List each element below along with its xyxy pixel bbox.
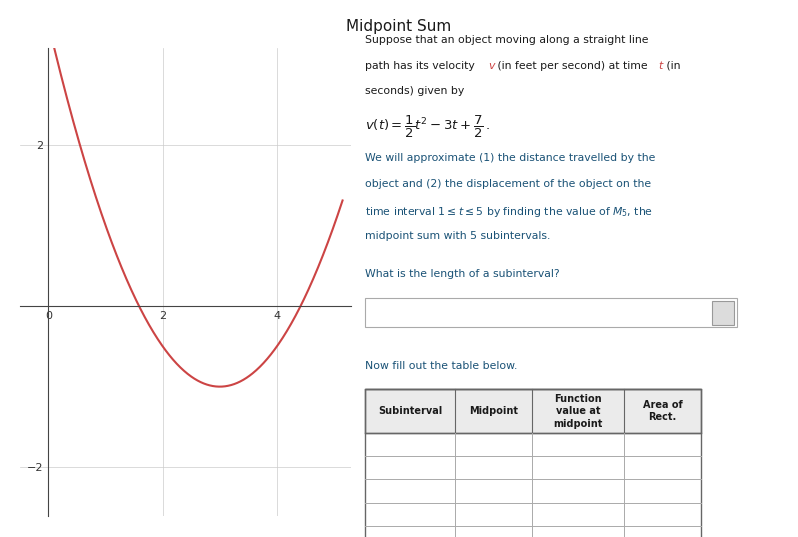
Text: Now fill out the table below.: Now fill out the table below. xyxy=(365,361,518,371)
Text: We will approximate (1) the distance travelled by the: We will approximate (1) the distance tra… xyxy=(365,154,656,163)
Text: Function
value at
midpoint: Function value at midpoint xyxy=(554,394,602,429)
Text: t: t xyxy=(658,61,662,71)
Text: Subinterval: Subinterval xyxy=(378,406,442,416)
Text: time interval $1 \leq t \leq 5$ by finding the value of $M_5$, the: time interval $1 \leq t \leq 5$ by findi… xyxy=(365,205,654,219)
Text: path has its velocity: path has its velocity xyxy=(365,61,479,71)
Text: midpoint sum with 5 subintervals.: midpoint sum with 5 subintervals. xyxy=(365,231,551,241)
Text: Midpoint: Midpoint xyxy=(469,406,518,416)
Text: Area of
Rect.: Area of Rect. xyxy=(643,400,682,423)
Text: Midpoint Sum: Midpoint Sum xyxy=(346,19,452,34)
Text: Suppose that an object moving along a straight line: Suppose that an object moving along a st… xyxy=(365,35,649,45)
Text: What is the length of a subinterval?: What is the length of a subinterval? xyxy=(365,270,560,279)
Text: v: v xyxy=(488,61,494,71)
Text: $v(t) = \dfrac{1}{2}t^2 - 3t + \dfrac{7}{2}\,.$: $v(t) = \dfrac{1}{2}t^2 - 3t + \dfrac{7}… xyxy=(365,113,491,140)
Text: (in feet per second) at time: (in feet per second) at time xyxy=(493,61,650,71)
Text: (in: (in xyxy=(662,61,680,71)
Text: object and (2) the displacement of the object on the: object and (2) the displacement of the o… xyxy=(365,179,652,189)
Text: seconds) given by: seconds) given by xyxy=(365,86,464,97)
